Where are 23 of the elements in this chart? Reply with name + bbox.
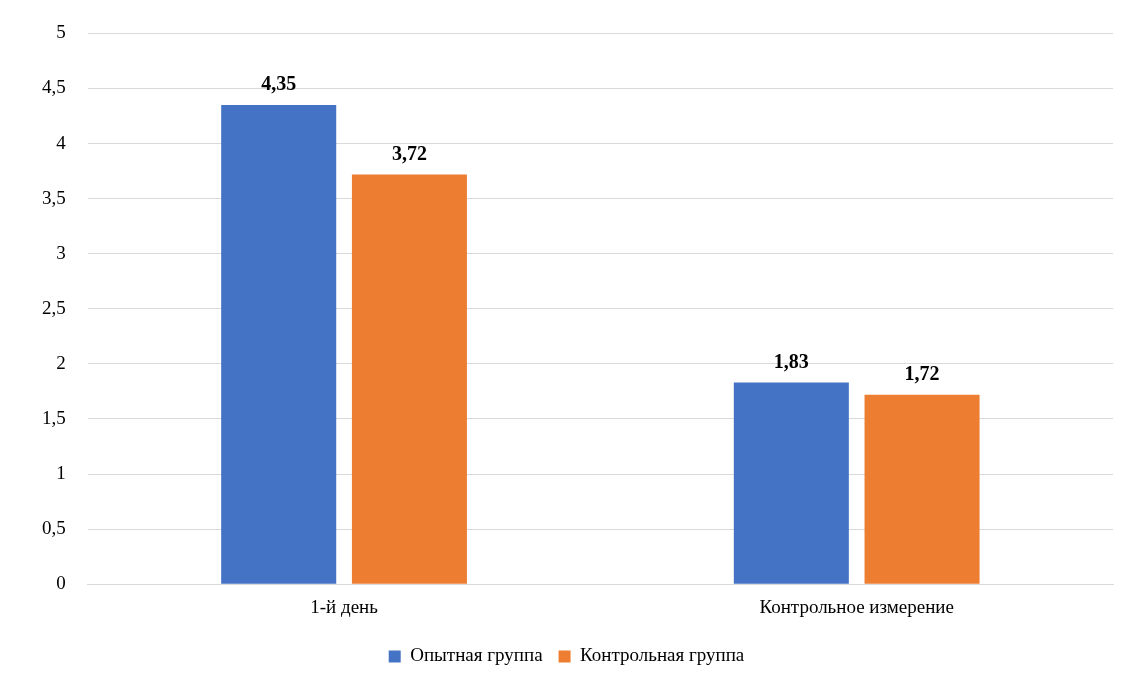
data-label: 4,35 — [261, 72, 297, 95]
y-tick-label: 3,5 — [42, 186, 66, 208]
data-label: 3,72 — [391, 141, 427, 164]
y-tick-label: 0,5 — [42, 517, 66, 539]
bar — [864, 394, 980, 584]
x-tick-label: 1-й день — [310, 595, 379, 617]
bar — [351, 174, 467, 584]
y-tick-label: 0 — [56, 572, 66, 594]
y-tick-label: 3 — [56, 241, 66, 263]
bar — [221, 105, 337, 584]
legend-label: Опытная группа — [410, 644, 544, 666]
legend-label: Контрольная группа — [580, 644, 745, 666]
y-tick-label: 5 — [56, 21, 66, 43]
y-tick-label: 1 — [56, 462, 66, 484]
x-tick-label: Контрольное измерение — [759, 595, 954, 617]
y-tick-label: 2,5 — [42, 296, 66, 318]
data-label: 1,72 — [904, 361, 940, 384]
y-tick-label: 2 — [56, 351, 66, 373]
bar — [733, 382, 849, 584]
y-tick-label: 1,5 — [42, 406, 66, 428]
y-tick-label: 4 — [56, 131, 67, 153]
data-label: 1,83 — [773, 349, 809, 372]
y-tick-label: 4,5 — [42, 76, 66, 98]
